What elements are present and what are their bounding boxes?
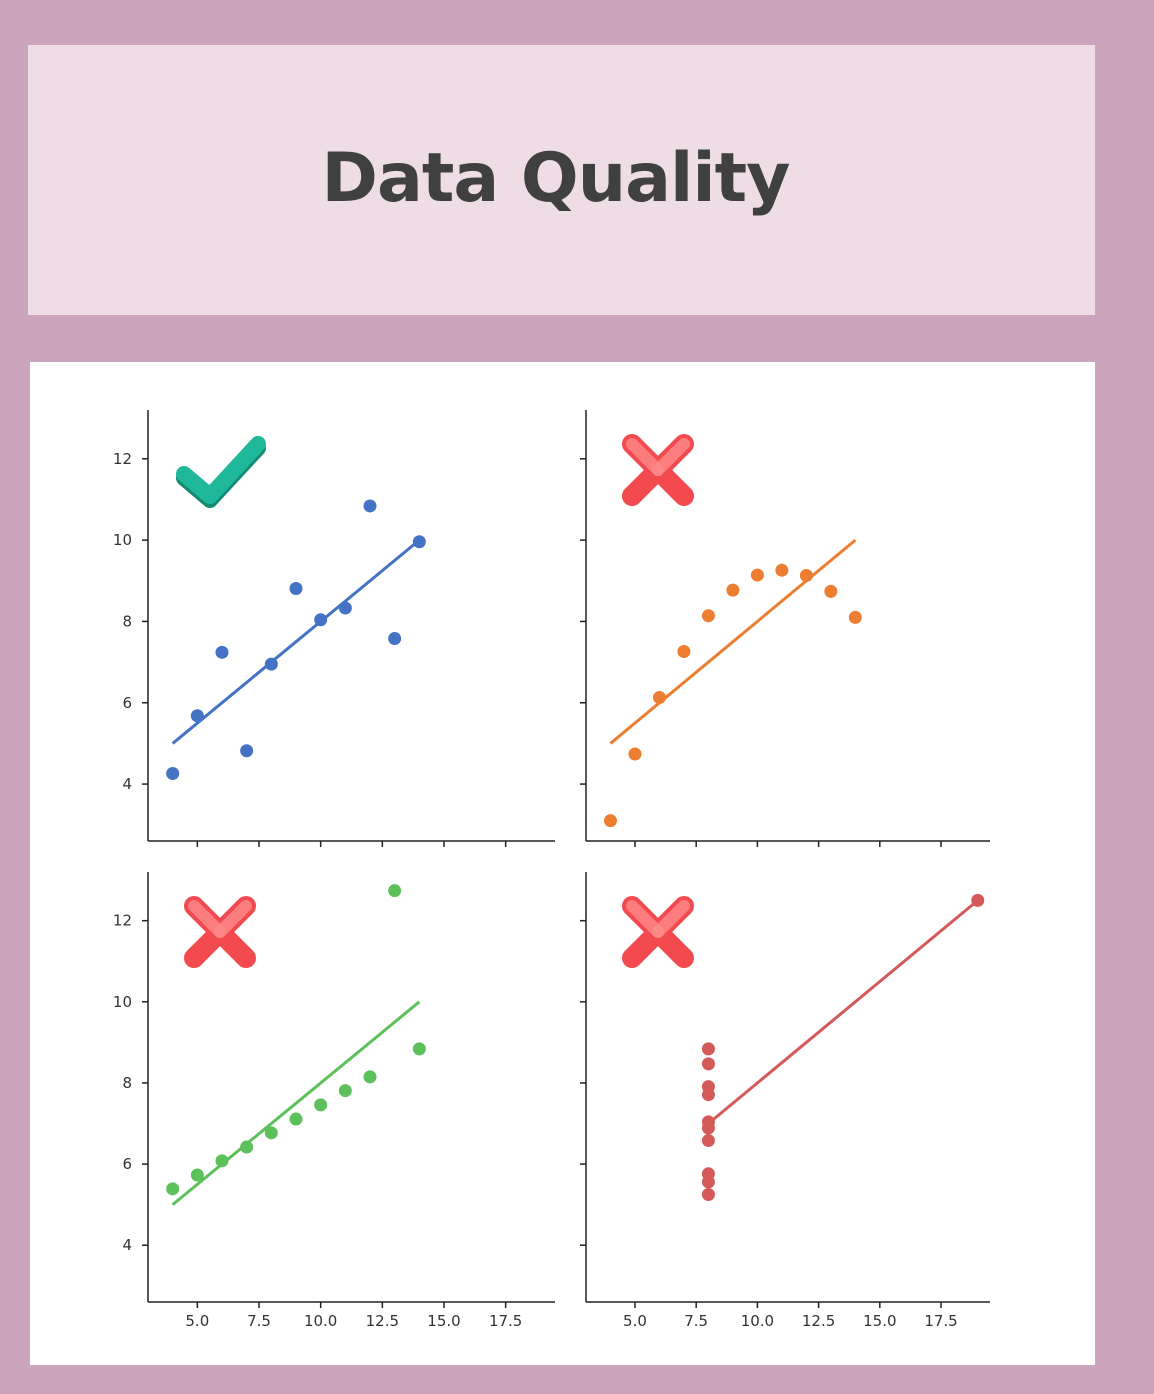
data-point	[628, 747, 642, 761]
data-point	[338, 1084, 352, 1098]
title-band: Data Quality	[28, 45, 1095, 315]
x-tick-label: 12.5	[802, 1312, 835, 1330]
x-tick-label: 17.5	[489, 1312, 522, 1330]
y-tick-label: 12	[113, 912, 132, 930]
data-point	[289, 1112, 303, 1126]
cross-icon	[184, 896, 256, 968]
cross-highlight-a	[188, 900, 226, 938]
x-tick-label: 5.0	[623, 1312, 647, 1330]
scatter-grid: 4 6 8 10 12 4 6 8 10 12 5.0 7.5 10.0 12.5 15.0 17.5 5.0 7…	[113, 410, 990, 1330]
data-point	[701, 1080, 715, 1094]
data-point	[603, 814, 617, 828]
data-point	[388, 632, 402, 646]
data-point	[412, 535, 426, 549]
x-tick-label: 10.0	[741, 1312, 774, 1330]
regression-line	[707, 899, 979, 1125]
y-tick-label: 4	[122, 1236, 132, 1254]
data-point	[701, 1175, 715, 1189]
data-point	[726, 583, 740, 597]
x-tick-label: 15.0	[427, 1312, 460, 1330]
x-tick-label: 7.5	[684, 1312, 708, 1330]
y-tick-label: 6	[122, 694, 132, 712]
data-point	[824, 584, 838, 598]
data-point	[701, 609, 715, 623]
data-point	[190, 1168, 204, 1182]
x-tick-label: 12.5	[366, 1312, 399, 1330]
data-point	[314, 1098, 328, 1112]
x-tick-label: 7.5	[247, 1312, 271, 1330]
cross-highlight-a	[626, 438, 664, 476]
data-point	[652, 690, 666, 704]
data-point	[701, 1134, 715, 1148]
scatter-plot-3: 4 6 8 10 12 5.0 7.5 10.0 12.5 15.0 17.5	[113, 872, 555, 1330]
data-point	[314, 613, 328, 627]
data-point	[701, 1042, 715, 1056]
data-point	[240, 1140, 254, 1154]
data-point	[363, 1070, 377, 1084]
y-tick-label: 10	[113, 993, 132, 1011]
cross-highlight-b	[652, 900, 690, 938]
x-tick-label: 5.0	[185, 1312, 209, 1330]
data-point	[264, 1126, 278, 1140]
data-point	[701, 1188, 715, 1201]
y-tick-label: 10	[113, 531, 132, 549]
data-point	[166, 1182, 180, 1196]
data-point	[215, 1154, 229, 1168]
data-point	[677, 645, 691, 659]
data-point	[289, 581, 303, 595]
regression-line	[171, 538, 421, 745]
data-point	[775, 563, 789, 577]
data-point	[363, 499, 377, 513]
cross-icon	[622, 896, 694, 968]
data-point	[166, 767, 180, 781]
cross-highlight-b	[652, 438, 690, 476]
data-point	[338, 601, 352, 615]
scatter-plot-1: 4 6 8 10 12	[113, 410, 555, 847]
data-point	[701, 1121, 715, 1135]
cross-highlight-b	[214, 900, 252, 938]
data-point	[190, 709, 204, 723]
data-point	[750, 568, 764, 582]
x-tick-label: 17.5	[924, 1312, 957, 1330]
chart-panel: 4 6 8 10 12 4 6 8 10 12 5.0 7.5 10.0 12.5 15.0 17.5 5.0 7…	[30, 362, 1095, 1365]
x-tick-label: 15.0	[863, 1312, 896, 1330]
data-point	[264, 657, 278, 671]
scatter-plot-4: 5.0 7.5 10.0 12.5 15.0 17.5	[580, 872, 990, 1330]
data-point	[240, 744, 254, 758]
y-tick-label: 4	[122, 775, 132, 793]
scatter-plot-2	[580, 410, 990, 847]
y-tick-label: 8	[122, 1074, 132, 1092]
cross-icon	[622, 434, 694, 506]
y-tick-label: 8	[122, 612, 132, 630]
regression-line	[609, 538, 857, 745]
page-title: Data Quality	[321, 138, 791, 218]
data-point	[971, 893, 985, 907]
data-point	[799, 568, 813, 582]
x-tick-label: 10.0	[304, 1312, 337, 1330]
data-point	[388, 884, 402, 898]
data-point	[848, 610, 862, 624]
data-point	[215, 645, 229, 659]
cross-highlight-a	[626, 900, 664, 938]
checkmark-stroke	[176, 436, 266, 504]
y-tick-label: 12	[113, 450, 132, 468]
y-tick-label: 6	[122, 1155, 132, 1173]
data-point	[701, 1057, 715, 1071]
data-point	[412, 1042, 426, 1056]
regression-line	[171, 1000, 421, 1206]
checkmark-icon	[176, 436, 266, 508]
